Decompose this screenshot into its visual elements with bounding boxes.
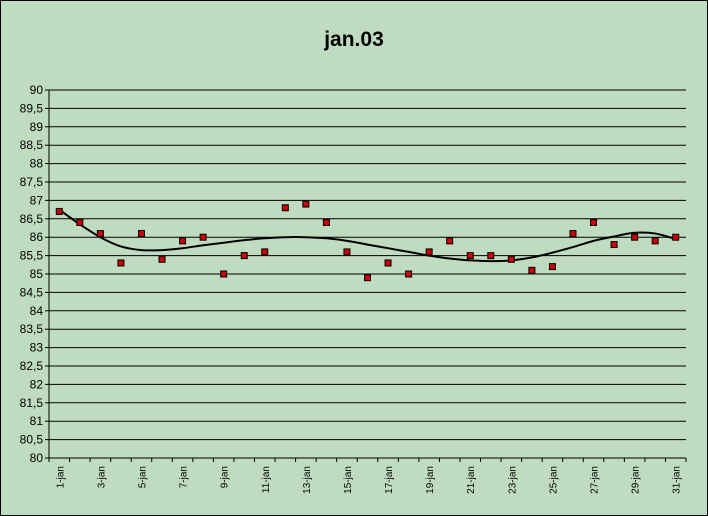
y-tick-label: 80,5 xyxy=(20,433,44,447)
y-tick-label: 82 xyxy=(30,377,44,391)
y-tick-label: 81,5 xyxy=(20,396,44,410)
data-point xyxy=(466,252,474,260)
data-point xyxy=(425,248,433,256)
y-tick-label: 82,5 xyxy=(20,359,44,373)
data-point xyxy=(651,237,659,245)
data-point xyxy=(507,255,515,263)
data-point xyxy=(220,270,228,278)
data-point xyxy=(343,248,351,256)
x-tick-labels: 1-jan 3-jan 5-jan 7-jan 9-jan 11-jan 13-jan 15-… xyxy=(55,466,682,494)
axis-layer xyxy=(45,89,687,462)
y-tick-label: 89,5 xyxy=(20,101,44,115)
data-point xyxy=(569,230,577,238)
x-tick-label: 27-jan xyxy=(590,466,601,494)
x-tick-label: 19-jan xyxy=(425,466,436,494)
data-point xyxy=(610,241,618,249)
x-tick-label: 17-jan xyxy=(384,466,395,494)
x-tick-label: 7-jan xyxy=(179,466,190,488)
data-point xyxy=(261,248,269,256)
data-point xyxy=(96,230,104,238)
y-tick-label: 84 xyxy=(30,304,44,318)
y-tick-label: 85,5 xyxy=(20,249,44,263)
y-tick-label: 86 xyxy=(30,230,44,244)
x-tick-label: 3-jan xyxy=(96,466,107,488)
data-point xyxy=(590,218,598,226)
x-tick-label: 1-jan xyxy=(55,466,66,488)
data-point xyxy=(548,263,556,271)
data-point xyxy=(487,252,495,260)
data-point xyxy=(55,207,63,215)
y-tick-label: 83 xyxy=(30,341,44,355)
data-point xyxy=(322,218,330,226)
y-tick-label: 89 xyxy=(30,120,44,134)
x-tick-label: 15-jan xyxy=(343,466,354,494)
grid-layer xyxy=(49,89,686,459)
chart-title: jan.03 xyxy=(323,28,384,51)
x-tick-label: 29-jan xyxy=(631,466,642,494)
data-point xyxy=(240,252,248,260)
y-tick-label: 88 xyxy=(30,157,44,171)
y-tick-label: 81 xyxy=(30,414,44,428)
y-tick-label: 86,5 xyxy=(20,212,44,226)
y-tick-label: 83,5 xyxy=(20,322,44,336)
x-tick-label: 21-jan xyxy=(466,466,477,494)
data-point xyxy=(199,233,207,241)
data-point xyxy=(158,255,166,263)
data-point xyxy=(672,233,680,241)
y-tick-label: 87 xyxy=(30,193,44,207)
y-tick-label: 80 xyxy=(30,451,44,465)
data-point xyxy=(302,200,310,208)
data-point xyxy=(446,237,454,245)
y-tick-label: 87,5 xyxy=(20,175,44,189)
trendline-layer xyxy=(58,208,676,263)
data-point xyxy=(631,233,639,241)
data-point xyxy=(137,230,145,238)
data-point xyxy=(384,259,392,267)
x-tick-label: 11-jan xyxy=(261,466,272,493)
trendline xyxy=(58,208,676,263)
x-tick-label: 13-jan xyxy=(302,466,313,494)
x-tick-label: 25-jan xyxy=(548,466,559,494)
data-point xyxy=(179,237,187,245)
data-point xyxy=(76,218,84,226)
data-points xyxy=(55,200,680,282)
y-tick-label: 88,5 xyxy=(20,138,44,152)
x-tick-label: 31-jan xyxy=(672,466,683,494)
y-tick-label: 84,5 xyxy=(20,285,44,299)
data-point xyxy=(405,270,413,278)
data-point xyxy=(117,259,125,267)
data-point xyxy=(281,204,289,212)
x-tick-label: 5-jan xyxy=(137,466,148,488)
y-tick-label: 85 xyxy=(30,267,44,281)
data-point xyxy=(528,266,536,274)
data-point xyxy=(364,274,371,282)
x-tick-label: 9-jan xyxy=(220,466,231,488)
y-tick-label: 90 xyxy=(30,83,44,97)
y-tick-labels: 80 80,5 81 81,5 82 82,5 83 83,5 84 84,5 85 85,5 86 86… xyxy=(20,83,44,465)
x-tick-label: 23-jan xyxy=(507,466,518,494)
